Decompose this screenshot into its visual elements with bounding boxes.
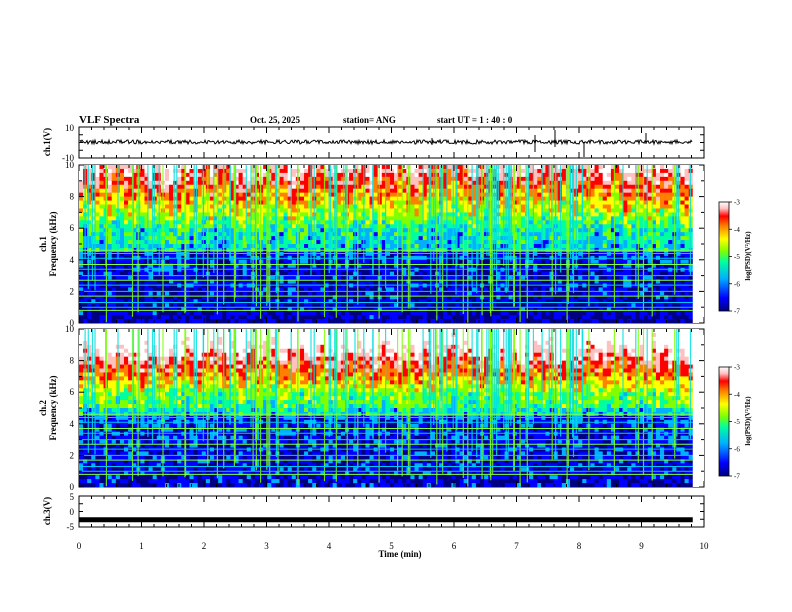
ch1-spec-ylabel-1: ch.1 (38, 236, 48, 252)
ch1-spec-ylabel-2: Frequency (kHz) (48, 211, 58, 276)
ch3-wave-ytick-mid: 0 (70, 507, 75, 517)
station-label: station= ANG (343, 115, 396, 125)
ch3-wave-ylabel: ch.3(V) (42, 497, 52, 525)
ch2-colorbar: -3 -4 -5 -6 -7 log(PSD)(V²/Hz) (718, 364, 752, 481)
ch2-spec-ytick: 4 (70, 419, 75, 429)
ch1-wave-ylabel: ch.1(V) (42, 128, 52, 156)
date-label: Oct. 25, 2025 (250, 115, 300, 125)
x-tick-label: 3 (264, 541, 269, 551)
ch3-wave-ytick-bottom: -5 (67, 522, 75, 532)
ch2-spec-ytick: 2 (70, 450, 75, 460)
ch2-spec-ylabel-1: ch.2 (38, 400, 48, 416)
ch2-spectrogram (79, 329, 704, 488)
ch1-wave-ytick-bottom: -10 (62, 153, 74, 163)
colorbar-tick-label: -3 (734, 364, 740, 372)
colorbar-tick-label: -7 (734, 473, 740, 481)
colorbar-tick-label: -6 (734, 445, 740, 453)
ch1-wave-ytick-top: 10 (65, 123, 75, 133)
ch2-spec-ytick: 6 (70, 387, 75, 397)
colorbar-tick-label: -4 (734, 226, 740, 234)
x-tick-label: 7 (514, 541, 519, 551)
ch1-colorbar: -3 -4 -5 -6 -7 log(PSD)(V²/Hz) (718, 199, 752, 316)
ch3-wave-ytick-top: 5 (70, 492, 75, 502)
ch1-colorbar-label: log(PSD)(V²/Hz) (744, 231, 752, 281)
ch1-spectrogram (79, 165, 704, 324)
ch2-spec-ytick: 0 (70, 482, 75, 492)
x-tick-label: 0 (77, 541, 82, 551)
ch2-spec-ylabel-2: Frequency (kHz) (48, 375, 58, 440)
x-tick-label: 5 (389, 541, 394, 551)
ch1-spec-ytick: 2 (70, 286, 75, 296)
colorbar-tick-label: -4 (734, 391, 740, 399)
ch1-spec-ytick: 10 (65, 160, 75, 170)
colorbar-tick-label: -5 (734, 418, 740, 426)
x-tick-label: 10 (700, 541, 710, 551)
colorbar-tick-label: -3 (734, 199, 740, 207)
x-tick-label: 8 (577, 541, 582, 551)
x-tick-label: 4 (327, 541, 332, 551)
colorbar-tick-label: -7 (734, 308, 740, 316)
ch2-colorbar-label: log(PSD)(V²/Hz) (744, 396, 752, 446)
x-tick-label: 1 (139, 541, 144, 551)
x-tick-label: 6 (452, 541, 457, 551)
colorbar-tick-label: -5 (734, 253, 740, 261)
x-axis-label: Time (min) (378, 549, 421, 559)
ch2-spec-ytick: 10 (65, 324, 75, 334)
ch1-spec-ytick: 4 (70, 255, 75, 265)
ch1-spec-ytick: 6 (70, 223, 75, 233)
x-tick-label: 9 (639, 541, 644, 551)
colorbar-tick-label: -6 (734, 280, 740, 288)
ch2-spec-ytick: 8 (70, 356, 75, 366)
x-tick-label: 2 (202, 541, 207, 551)
ch1-spec-ytick: 8 (70, 192, 75, 202)
figure-title: VLF Spectra (79, 114, 140, 126)
start-ut-label: start UT = 1 : 40 : 0 (437, 115, 513, 125)
ch1-spec-ytick: 0 (70, 318, 75, 328)
ch1-waveform (79, 130, 693, 157)
